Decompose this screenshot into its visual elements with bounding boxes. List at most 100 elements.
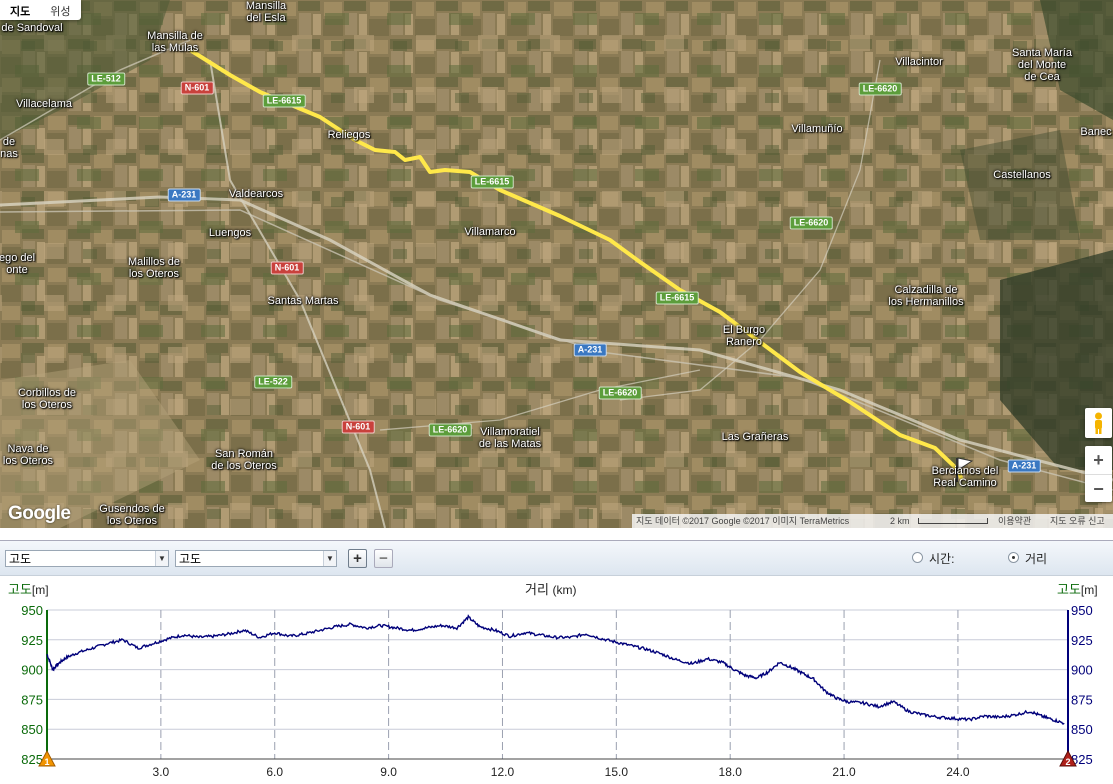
y-tick-label-left: 825 [21, 752, 43, 767]
place-label: Malillos de los Oteros [128, 256, 180, 280]
place-label: Nava de los Oteros [2, 443, 54, 467]
elevation-profile-panel: 고도 ▼ 고도 ▼ + − 시간: 거리 고도[m] 고도[m] 거리 (km)… [0, 528, 1113, 784]
map-type-tabs: 지도 위성 [0, 0, 81, 20]
place-label: Corbillos de los Oteros [17, 387, 77, 411]
tab-satellite[interactable]: 위성 [50, 6, 71, 18]
place-label: Banec [1080, 126, 1112, 138]
y-tick-label-right: 950 [1071, 603, 1093, 618]
left-series-select[interactable]: 고도 ▼ [5, 550, 169, 567]
right-series-select[interactable]: 고도 ▼ [175, 550, 337, 567]
x-tick-label: 9.0 [380, 765, 397, 779]
road-shield: LE-512 [87, 72, 125, 86]
place-label: Villamarco [464, 226, 516, 238]
map-attribution: 지도 데이터 ©2017 Google ©2017 이미지 TerraMetri… [632, 514, 1113, 528]
zoom-control: + − [1085, 446, 1112, 502]
road-shield: LE-6620 [428, 423, 472, 437]
y-tick-label-right: 850 [1071, 722, 1093, 737]
place-label: Calzadilla de los Hermanillos [888, 284, 964, 308]
road-shield: N-601 [180, 81, 214, 95]
left-axis-title: 고도[m] [8, 582, 49, 597]
y-tick-label-right: 900 [1071, 663, 1093, 678]
place-label: Gusendos de los Oteros [99, 503, 165, 527]
road-shield: LE-522 [254, 375, 292, 389]
distance-radio[interactable] [1008, 552, 1019, 563]
y-tick-label-left: 900 [21, 663, 43, 678]
terms-link[interactable]: 이용약관 [998, 516, 1032, 526]
place-label: Santas Martas [267, 295, 339, 307]
svg-text:1: 1 [44, 757, 49, 767]
place-label: ego del onte [0, 252, 36, 276]
x-tick-label: 18.0 [719, 765, 743, 779]
road-shield: A-231 [573, 343, 607, 357]
profile-toolbar: 고도 ▼ 고도 ▼ + − 시간: 거리 [0, 540, 1113, 576]
google-logo: Google [8, 503, 71, 524]
elevation-line [46, 614, 1065, 725]
place-label: Valdearcos [228, 188, 284, 200]
street-view-pegman-icon[interactable] [1085, 408, 1112, 438]
place-label: El Burgo Ranero [722, 324, 766, 348]
place-label: San Román de los Oteros [211, 448, 277, 472]
scale-bar [918, 518, 988, 524]
zoom-in-profile-button[interactable]: + [348, 549, 367, 568]
x-tick-label: 6.0 [266, 765, 283, 779]
elevation-chart[interactable]: 825 825 850 850 875 875 900 900 925 925 950 950 3.0 6… [0, 528, 1113, 784]
road-shield: N-601 [270, 261, 304, 275]
left-select-value: 고도 [9, 552, 32, 566]
x-axis-title: 거리 (km) [525, 582, 577, 597]
road-shield: LE-6620 [598, 386, 642, 400]
end-flag-icon [956, 457, 974, 482]
place-label: de nas [0, 136, 18, 160]
place-label: Villacintor [895, 56, 943, 68]
x-tick-label: 24.0 [946, 765, 970, 779]
report-error-link[interactable]: 지도 오류 신고 [1050, 516, 1105, 526]
place-label: Santa María del Monte de Cea [1012, 47, 1072, 83]
place-label: Mansilla del Esla [245, 0, 287, 24]
place-label: Villacelama [15, 98, 73, 110]
right-axis-title: 고도[m] [1057, 582, 1098, 597]
x-tick-label: 3.0 [153, 765, 170, 779]
road-shield: LE-6615 [470, 175, 514, 189]
right-select-value: 고도 [179, 552, 202, 566]
start-marker-icon: 1 [38, 749, 56, 767]
place-label: Reliegos [327, 129, 371, 141]
zoom-out-profile-button[interactable]: − [374, 549, 393, 568]
place-label: Bercianos del Real Camino [931, 465, 999, 489]
zoom-in-button[interactable]: + [1093, 450, 1104, 470]
road-shield: A-231 [1007, 459, 1041, 473]
end-marker-icon: 2 [1059, 749, 1077, 767]
road-shield: LE-6620 [858, 82, 902, 96]
y-tick-label-left: 950 [21, 603, 43, 618]
y-tick-label-right: 925 [1071, 633, 1093, 648]
x-tick-label: 15.0 [605, 765, 629, 779]
chevron-down-icon: ▼ [323, 551, 336, 566]
y-tick-label-right: 825 [1071, 752, 1093, 767]
place-label: Mansilla de las Mulas [147, 30, 203, 54]
time-radio-label: 시간: [929, 552, 955, 566]
tab-map[interactable]: 지도 [10, 6, 31, 18]
time-radio[interactable] [912, 552, 923, 563]
road-shield: LE-6615 [655, 291, 699, 305]
y-tick-label-left: 850 [21, 722, 43, 737]
attribution-text: 지도 데이터 ©2017 Google ©2017 이미지 TerraMetri… [636, 516, 850, 526]
zoom-out-button[interactable]: − [1085, 474, 1112, 503]
place-label: Castellanos [993, 169, 1051, 181]
road-shield: LE-6615 [262, 94, 306, 108]
place-label: Luengos [208, 227, 252, 239]
plot-area [47, 610, 1068, 759]
scale-label: 2 km [890, 516, 910, 526]
svg-text:2: 2 [1065, 757, 1070, 767]
place-label: Las Grañeras [721, 431, 789, 443]
road-shield: A-231 [167, 188, 201, 202]
x-tick-label: 12.0 [491, 765, 515, 779]
road-shield: N-601 [341, 420, 375, 434]
place-label: Villamoratiel de las Matas [478, 426, 542, 450]
distance-radio-label: 거리 [1025, 552, 1048, 566]
y-tick-label-right: 875 [1071, 692, 1093, 707]
place-label: Villamuñío [791, 123, 843, 135]
y-tick-label-left: 925 [21, 633, 43, 648]
route-line [188, 48, 964, 481]
road-shield: LE-6620 [789, 216, 833, 230]
y-tick-label-left: 875 [21, 692, 43, 707]
x-tick-label: 21.0 [832, 765, 856, 779]
